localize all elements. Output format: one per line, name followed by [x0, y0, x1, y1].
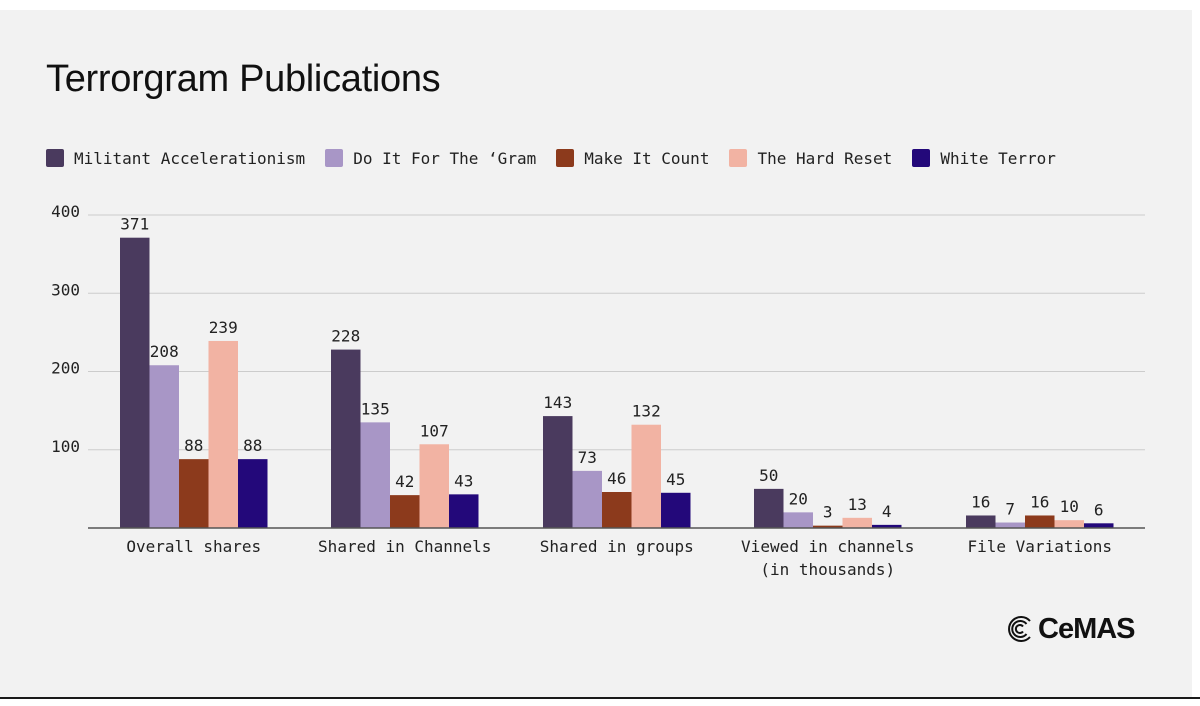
data-label: 3	[823, 503, 833, 522]
legend-swatch	[729, 149, 748, 167]
data-label: 42	[395, 472, 414, 491]
bar	[872, 524, 902, 528]
bottom-divider	[0, 697, 1200, 699]
bar	[602, 492, 632, 528]
concentric-arcs-icon	[1008, 616, 1031, 642]
data-label: 88	[243, 436, 262, 455]
legend-swatch	[912, 149, 931, 167]
x-tick-label: File Variations	[968, 537, 1113, 556]
data-label: 135	[361, 399, 390, 418]
legend-item: Militant Accelerationism	[46, 149, 305, 168]
data-label: 6	[1094, 500, 1104, 519]
legend-label: The Hard Reset	[757, 148, 893, 168]
bar	[390, 495, 420, 528]
y-tick-label: 100	[51, 437, 80, 456]
legend-label: Make It Count	[584, 148, 710, 168]
bar	[238, 459, 268, 528]
bar	[149, 365, 179, 528]
y-tick-label: 200	[51, 359, 80, 378]
data-label: 20	[789, 489, 808, 508]
data-label: 45	[666, 470, 685, 489]
legend-label: White Terror	[940, 148, 1056, 168]
legend-swatch	[325, 149, 344, 167]
data-label: 143	[543, 393, 572, 412]
bar	[995, 522, 1025, 528]
data-label: 107	[420, 421, 449, 440]
bar	[1054, 520, 1084, 528]
data-label: 13	[848, 495, 867, 514]
legend-item: White Terror	[912, 149, 1056, 168]
bar	[208, 340, 238, 528]
data-label: 371	[120, 215, 149, 234]
cemas-logo: CeMAS	[1004, 612, 1136, 646]
data-label: 208	[150, 342, 179, 361]
bar	[631, 424, 661, 528]
legend-label: Militant Accelerationism	[74, 148, 306, 168]
data-label: 16	[971, 492, 990, 511]
bar	[783, 512, 813, 528]
bar	[120, 237, 150, 528]
data-label: 73	[578, 448, 597, 467]
bar	[966, 515, 996, 528]
data-label: 46	[607, 469, 626, 488]
bar	[360, 422, 390, 528]
data-label: 16	[1030, 492, 1049, 511]
data-label: 88	[184, 436, 203, 455]
bar	[842, 517, 872, 528]
x-tick-label: Viewed in channels	[741, 537, 914, 556]
x-tick-label: Overall shares	[126, 537, 261, 556]
y-tick-label: 400	[51, 202, 80, 221]
legend-item: Do It For The ‘Gram	[325, 149, 536, 168]
chart-card	[0, 10, 1192, 698]
bar	[543, 416, 573, 528]
chart-title: Terrorgram Publications	[46, 58, 441, 100]
bar	[179, 459, 209, 528]
bar	[419, 444, 449, 528]
data-label: 50	[759, 466, 778, 485]
bar	[1084, 523, 1114, 528]
data-label: 7	[1005, 500, 1015, 519]
chart-legend: Militant Accelerationism Do It For The ‘G…	[46, 146, 1076, 170]
legend-item: The Hard Reset	[729, 149, 892, 168]
data-label: 239	[209, 318, 238, 337]
y-tick-label: 300	[51, 280, 80, 299]
data-label: 4	[882, 502, 892, 521]
x-tick-label: (in thousands)	[760, 560, 895, 579]
bar	[661, 492, 691, 528]
legend-item: Make It Count	[556, 149, 709, 168]
data-label: 43	[454, 471, 473, 490]
data-label: 228	[331, 327, 360, 346]
data-label: 10	[1060, 497, 1079, 516]
bar	[1025, 515, 1055, 528]
legend-label: Do It For The ‘Gram	[353, 148, 537, 168]
x-tick-label: Shared in groups	[540, 537, 694, 556]
bar	[572, 470, 602, 528]
legend-swatch	[556, 149, 575, 167]
bar	[754, 488, 784, 528]
bar	[331, 349, 361, 528]
bar	[813, 525, 843, 528]
bar	[449, 494, 479, 528]
legend-swatch	[46, 149, 64, 167]
x-tick-label: Shared in Channels	[318, 537, 491, 556]
logo-text: CeMAS	[1038, 612, 1136, 645]
data-label: 132	[632, 402, 661, 421]
